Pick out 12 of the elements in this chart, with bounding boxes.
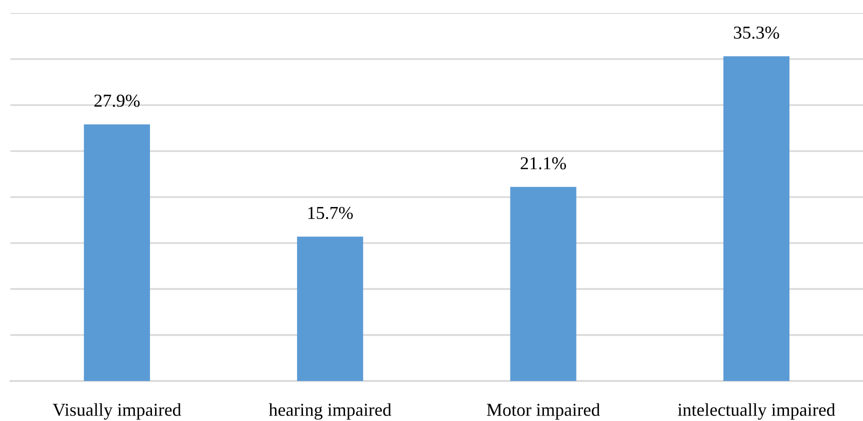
bar	[297, 236, 364, 382]
x-tick-label: hearing impaired	[268, 403, 392, 420]
bar	[84, 124, 150, 382]
bar	[510, 186, 576, 382]
data-label: 27.9%	[94, 94, 140, 107]
bar	[723, 56, 790, 382]
x-tick-label: Visually impaired	[52, 403, 182, 420]
data-label: 35.3%	[734, 26, 780, 39]
x-tick-label: Motor impaired	[486, 403, 600, 420]
x-tick-label: intelectually impaired	[678, 403, 836, 420]
data-label: 15.7%	[308, 206, 353, 220]
data-label: 21.1%	[520, 157, 566, 170]
